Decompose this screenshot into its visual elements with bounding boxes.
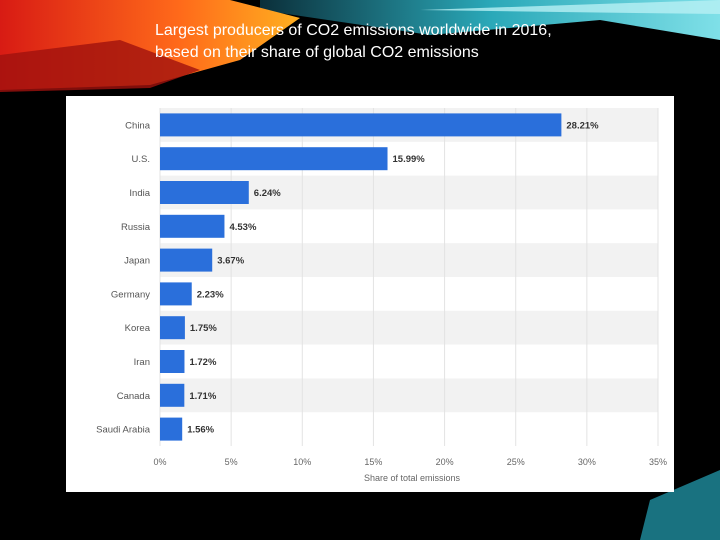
value-label: 1.72% (189, 357, 216, 368)
category-label: Japan (124, 256, 150, 267)
value-label: 6.24% (254, 188, 281, 199)
value-label: 1.71% (189, 391, 216, 402)
category-label: Saudi Arabia (96, 425, 151, 436)
slide-title: Largest producers of CO2 emissions world… (155, 22, 552, 61)
category-labels: China U.S. India Russia Japan Germany Korea Ira… (96, 120, 151, 435)
chart-panel: China U.S. India Russia Japan Germany Korea Ira… (66, 96, 674, 492)
value-label: 1.75% (190, 323, 217, 334)
category-label: U.S. (132, 154, 150, 165)
row-band (160, 378, 658, 413)
category-label: Russia (121, 222, 151, 233)
category-label: Iran (134, 357, 150, 368)
bar (160, 417, 183, 441)
value-label: 3.67% (217, 256, 244, 267)
x-tick-label: 20% (436, 457, 454, 467)
bar (160, 181, 249, 204)
x-tick-label: 10% (293, 457, 311, 467)
category-label: China (125, 120, 151, 131)
x-tick-label: 0% (153, 457, 166, 467)
value-label: 28.21% (566, 120, 599, 131)
red-dark-shape (0, 40, 200, 92)
bar (160, 113, 562, 137)
category-label: India (129, 188, 150, 199)
x-tick-label: 5% (225, 457, 238, 467)
bars (160, 113, 562, 441)
category-label: Germany (111, 289, 150, 300)
category-label: Canada (117, 391, 151, 402)
bar (160, 350, 185, 373)
x-tick-label: 25% (507, 457, 525, 467)
value-label: 2.23% (197, 289, 224, 300)
teal-stripe-shape (420, 0, 720, 14)
bar (160, 214, 225, 238)
value-label: 4.53% (229, 222, 256, 233)
bar (160, 147, 388, 171)
x-tick-label: 15% (364, 457, 382, 467)
x-tick-label: 30% (578, 457, 596, 467)
bar (160, 383, 185, 407)
value-labels: 28.21% 15.99% 6.24% 4.53% 3.67% 2.23% 1.75% 1.7… (187, 120, 599, 435)
bar (160, 248, 213, 272)
x-tick-label: 35% (649, 457, 667, 467)
value-label: 15.99% (393, 154, 426, 165)
row-band (160, 243, 658, 277)
category-label: Korea (125, 323, 151, 334)
bar (160, 316, 185, 340)
value-label: 1.56% (187, 425, 214, 436)
bar (160, 282, 192, 306)
tick-labels: 0% 5% 10% 15% 20% 25% 30% 35% (153, 457, 667, 467)
x-axis-title: Share of total emissions (364, 473, 461, 483)
bar-chart: China U.S. India Russia Japan Germany Korea Ira… (96, 108, 667, 483)
teal-corner-shape (640, 470, 720, 540)
row-band (160, 310, 658, 345)
